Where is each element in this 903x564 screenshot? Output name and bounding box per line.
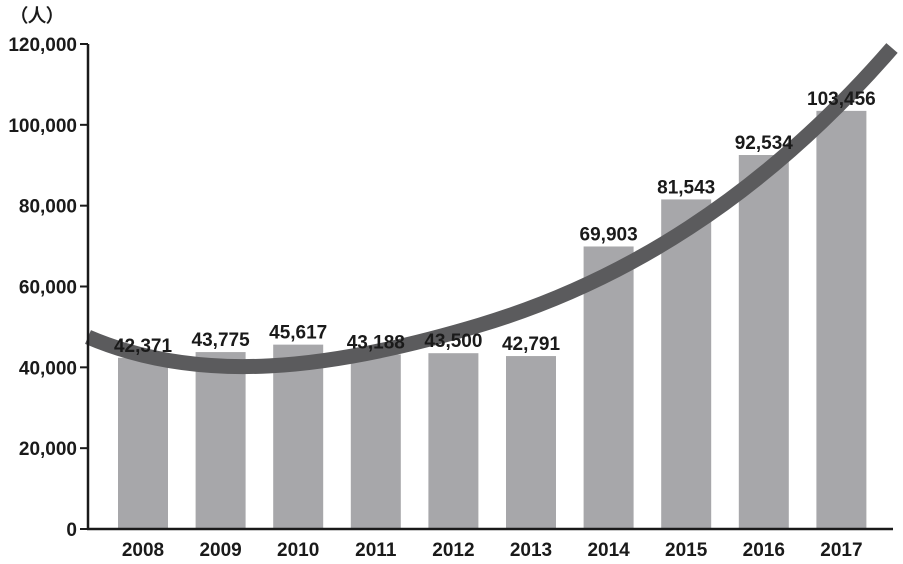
bar-2011 bbox=[350, 354, 401, 529]
y-tick-label-100000: 100,000 bbox=[8, 116, 77, 137]
trend-arrow bbox=[85, 43, 898, 375]
data-label-2015: 81,543 bbox=[657, 177, 715, 198]
trend-layer bbox=[85, 43, 898, 375]
x-tick-label-2014: 2014 bbox=[587, 540, 630, 561]
bar-2017 bbox=[816, 110, 867, 530]
x-tick-label-2012: 2012 bbox=[432, 540, 474, 561]
data-label-2008: 42,371 bbox=[114, 336, 173, 357]
x-tick-label-2017: 2017 bbox=[820, 540, 862, 561]
data-label-2014: 69,903 bbox=[580, 224, 638, 245]
data-label-2010: 45,617 bbox=[269, 323, 327, 344]
x-tick-label-2016: 2016 bbox=[743, 540, 785, 561]
y-tick-label-40000: 40,000 bbox=[19, 358, 77, 379]
y-tick-label-80000: 80,000 bbox=[19, 197, 77, 218]
bar-2008 bbox=[118, 357, 168, 529]
bar-2012 bbox=[428, 353, 479, 529]
data-label-2011: 43,188 bbox=[347, 332, 405, 353]
axes-layer: 0 20,000 40,000 60,000 80,000 100,000 120,000 2… bbox=[8, 35, 893, 561]
y-tick-label-120000: 120,000 bbox=[8, 35, 77, 56]
x-tick-label-2015: 2015 bbox=[665, 540, 708, 561]
bars-layer bbox=[118, 110, 867, 530]
bar-2013 bbox=[506, 356, 556, 529]
y-axis-unit-label: （人） bbox=[10, 6, 64, 27]
y-tick-label-0: 0 bbox=[66, 520, 77, 541]
bar-2015 bbox=[661, 199, 712, 530]
x-tick-label-2011: 2011 bbox=[355, 540, 397, 561]
bar-2009 bbox=[195, 352, 246, 529]
y-tick-label-20000: 20,000 bbox=[19, 439, 77, 460]
bar-2016 bbox=[738, 155, 789, 529]
x-tick-label-2009: 2009 bbox=[199, 540, 241, 561]
x-tick-label-2013: 2013 bbox=[510, 540, 552, 561]
data-label-2009: 43,775 bbox=[192, 330, 251, 351]
y-tick-label-60000: 60,000 bbox=[19, 278, 77, 299]
x-tick-label-2010: 2010 bbox=[277, 540, 319, 561]
data-labels-layer: 42,371 43,775 45,617 43,188 43,500 42,791 69,9… bbox=[114, 89, 876, 357]
x-tick-label-2008: 2008 bbox=[122, 540, 164, 561]
data-label-2012: 43,500 bbox=[424, 331, 482, 352]
data-label-2013: 42,791 bbox=[502, 334, 561, 355]
data-label-2017: 103,456 bbox=[807, 89, 876, 110]
data-label-2016: 92,534 bbox=[735, 133, 794, 154]
bar-2010 bbox=[273, 344, 324, 529]
bar-2014 bbox=[583, 246, 634, 529]
